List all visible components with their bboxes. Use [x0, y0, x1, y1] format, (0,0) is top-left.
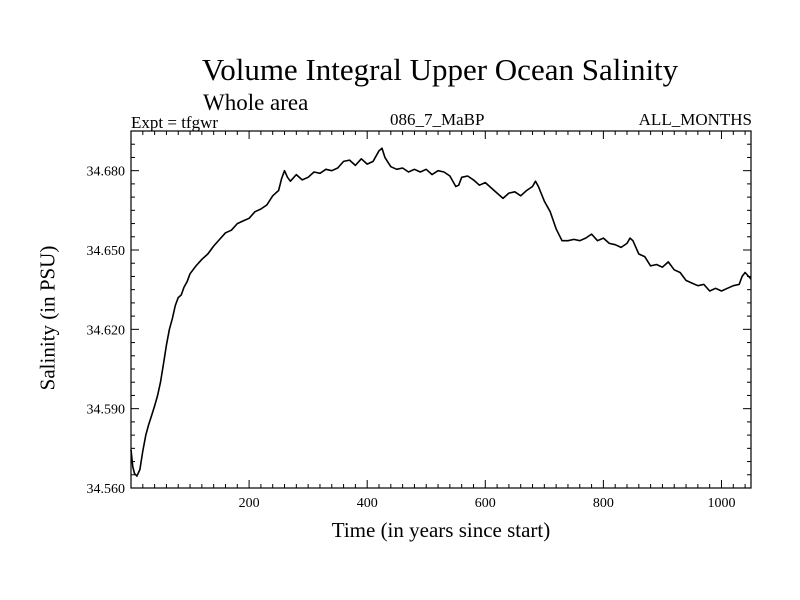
x-tick-label: 1000 — [707, 496, 735, 511]
x-tick-label: 800 — [593, 496, 614, 511]
plot-frame — [130, 130, 752, 489]
chart-title: Volume Integral Upper Ocean Salinity — [201, 52, 679, 87]
y-tick-label: 34.650 — [87, 244, 126, 259]
y-tick-label: 34.680 — [87, 165, 126, 180]
x-tick-label: 200 — [239, 496, 260, 511]
chart-subtitle: Whole area — [203, 90, 309, 115]
x-tick-label: 600 — [475, 496, 496, 511]
series-line — [130, 147, 752, 477]
experiment-label: Expt = tfgwr — [131, 113, 219, 132]
x-axis-label: Time (in years since start) — [331, 518, 551, 542]
months-label: ALL_MONTHS — [638, 110, 752, 129]
y-tick-label: 34.560 — [87, 482, 126, 497]
case-label: 086_7_MaBP — [390, 110, 485, 129]
y-axis-label: Salinity (in PSU) — [35, 245, 60, 391]
x-tick-label: 400 — [357, 496, 378, 511]
y-tick-label: 34.620 — [87, 323, 126, 338]
y-tick-label: 34.590 — [87, 403, 126, 418]
